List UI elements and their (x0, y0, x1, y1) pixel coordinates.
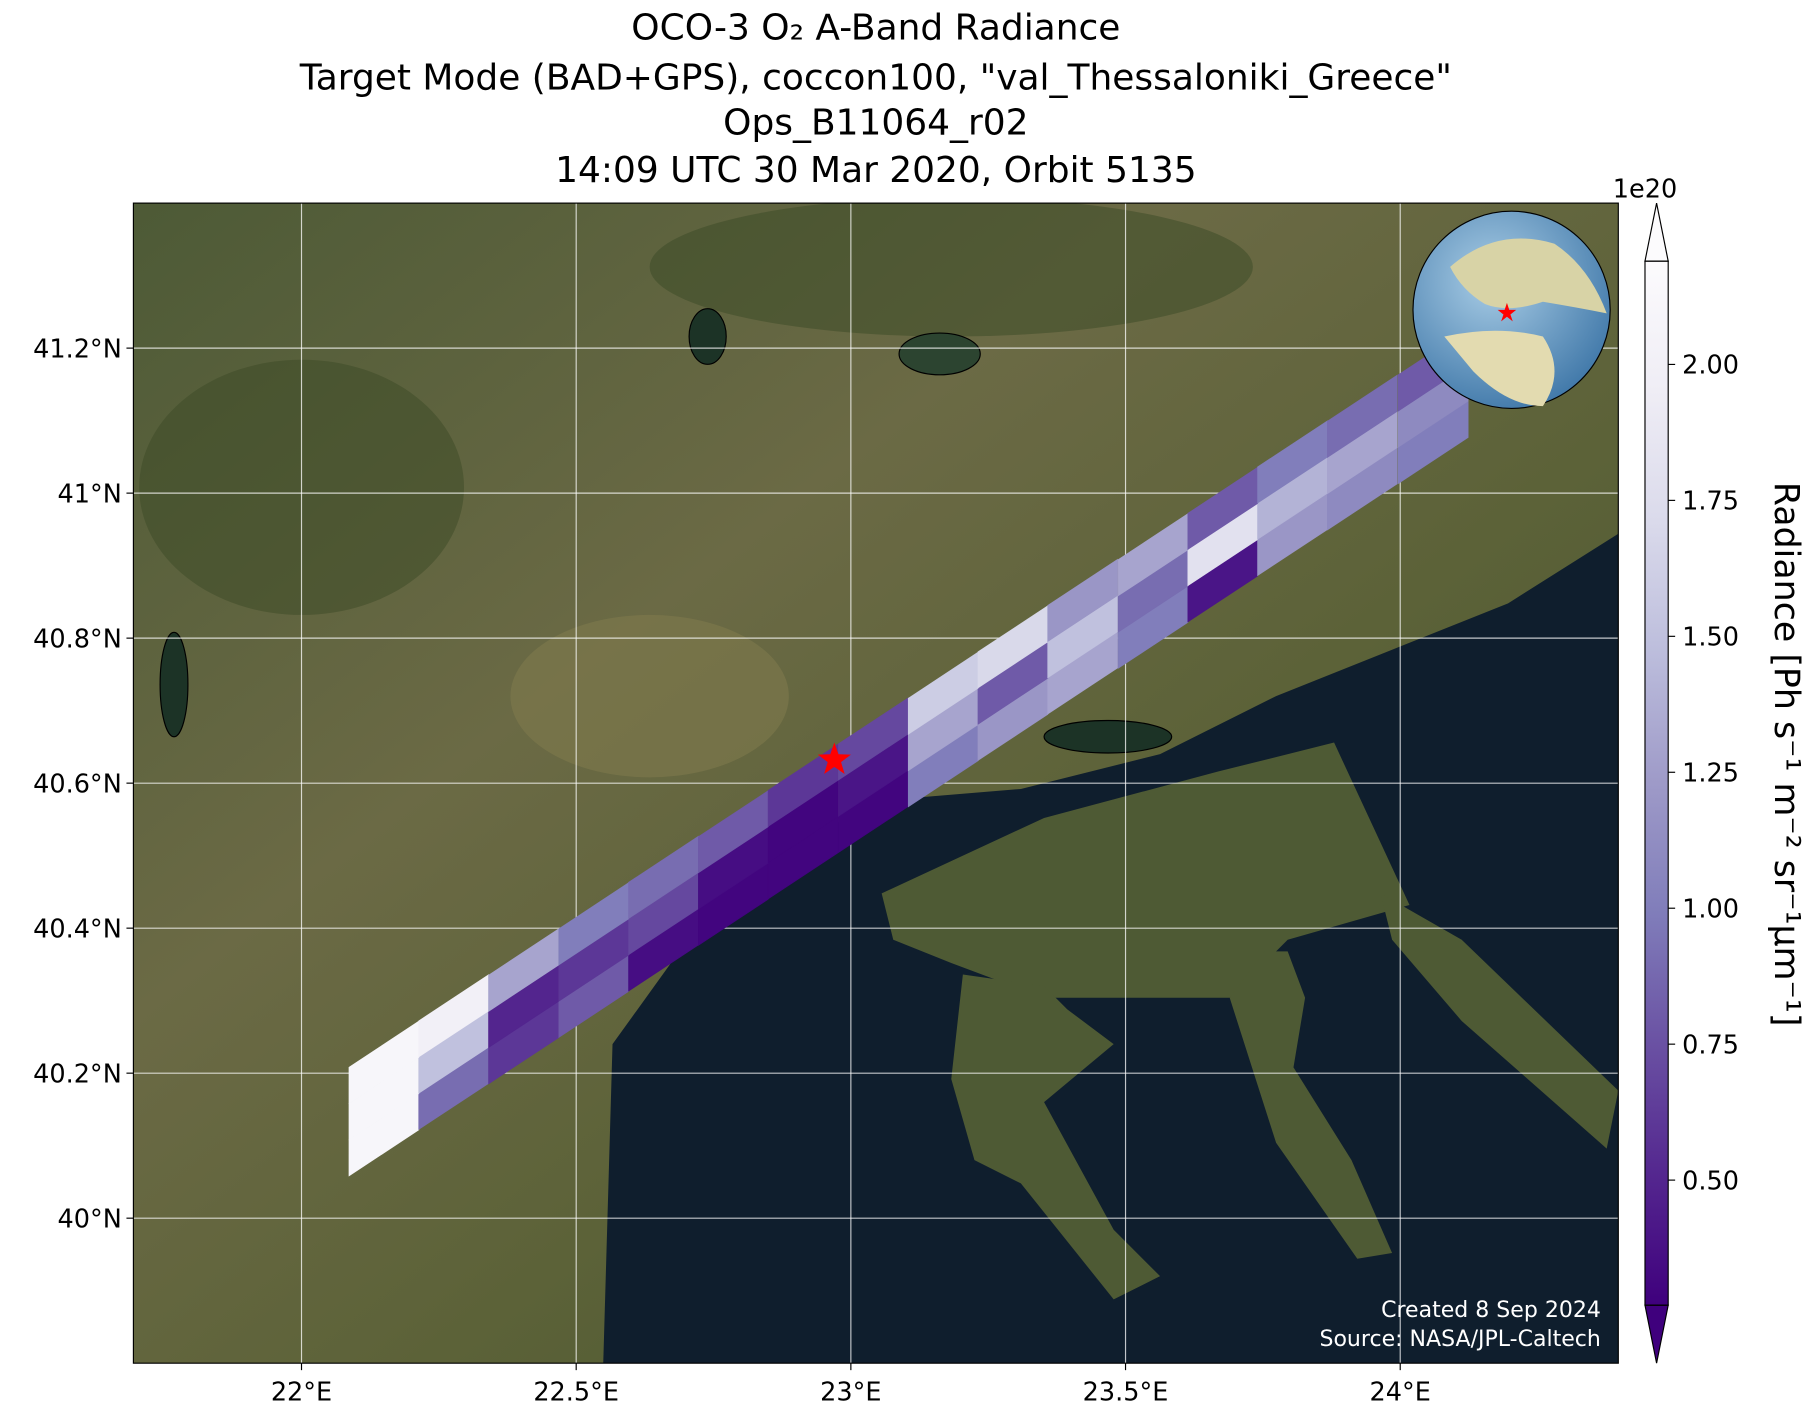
colorbar-tick-label: 1.25 (1682, 759, 1739, 789)
colorbar: 1e20 Radiance [Ph s⁻¹ m⁻² sr⁻¹μm⁻¹] 0.50… (1613, 174, 1806, 1364)
colorbar-extend (1644, 202, 1669, 262)
colorbar-exponent: 1e20 (1613, 174, 1677, 204)
lake (1043, 719, 1173, 754)
y-tick-label: 41°N (57, 479, 121, 509)
colorbar-tick-label: 1.00 (1682, 894, 1739, 924)
plain (510, 614, 789, 778)
swath-cell (628, 835, 699, 920)
title-line: 14:09 UTC 30 Mar 2020, Orbit 5135 (555, 150, 1196, 191)
target-star (817, 742, 851, 774)
colorbar-tick-label: 0.50 (1682, 1166, 1739, 1196)
x-tick-label: 24°E (1370, 1377, 1431, 1407)
y-tick-label: 40.6°N (33, 769, 122, 799)
eurasia (1450, 238, 1607, 314)
swath-cell (488, 928, 559, 1012)
title-line: Ops_B11064_r02 (723, 103, 1028, 144)
x-tick-label: 22°E (271, 1377, 332, 1407)
lake (159, 631, 189, 738)
swath-cell (1047, 558, 1118, 643)
y-tick-label: 40.2°N (33, 1059, 122, 1089)
y-tick-label: 40.4°N (33, 914, 122, 944)
athos (1380, 893, 1619, 1149)
swath-cell (1257, 420, 1328, 504)
swath-cell (418, 974, 489, 1058)
colorbar-extend (1644, 1304, 1669, 1364)
sithonia (1229, 951, 1393, 1259)
mountains (649, 203, 1253, 337)
lake (688, 308, 727, 365)
x-tick-label: 23°E (820, 1377, 881, 1407)
kassandra (951, 974, 1161, 1300)
globe-inset (1412, 210, 1611, 410)
x-tick-label: 23.5°E (1083, 1377, 1169, 1407)
colorbar-body (1644, 261, 1669, 1306)
africa (1444, 330, 1555, 407)
grid (133, 203, 1619, 1364)
colorbar-label: Radiance [Ph s⁻¹ m⁻² sr⁻¹μm⁻¹] (1766, 482, 1806, 1027)
colorbar-tick-label: 2.00 (1682, 351, 1739, 381)
swath (348, 328, 1469, 1177)
credits: Created 8 Sep 2024 Source: NASA/JPL-Calt… (1319, 1298, 1600, 1352)
swath-cell (767, 743, 839, 828)
title-line: OCO-3 O₂ A-Band Radiance (631, 8, 1120, 49)
marks: 22°E 22.5°E 23°E 23.5°E 24°E 40°N 40.2°N 40.4°N… (33, 334, 1431, 1407)
colorbar-tick-label: 0.75 (1682, 1030, 1739, 1060)
lake (898, 332, 981, 376)
y-tick-label: 40°N (57, 1204, 121, 1234)
globe-target (1497, 302, 1517, 322)
colorbar-frame (1644, 260, 1669, 1306)
y-tick-label: 41.2°N (33, 334, 122, 364)
credit: Source: NASA/JPL-Caltech (1319, 1327, 1600, 1352)
credit: Created 8 Sep 2024 (1381, 1298, 1601, 1323)
axes-frame (132, 202, 1619, 1364)
x-tick-label: 22.5°E (533, 1377, 619, 1407)
title-line: Target Mode (BAD+GPS), coccon100, "val_T… (299, 57, 1452, 98)
chalkidiki (881, 742, 1410, 998)
title: OCO-3 O₂ A-Band Radiance Target Mode (BA… (299, 8, 1452, 192)
swath-cell (1327, 374, 1398, 459)
y-tick-label: 40.8°N (33, 624, 122, 654)
colorbar-tick-label: 1.50 (1682, 623, 1739, 653)
colorbar-tick-label: 1.75 (1682, 487, 1739, 517)
